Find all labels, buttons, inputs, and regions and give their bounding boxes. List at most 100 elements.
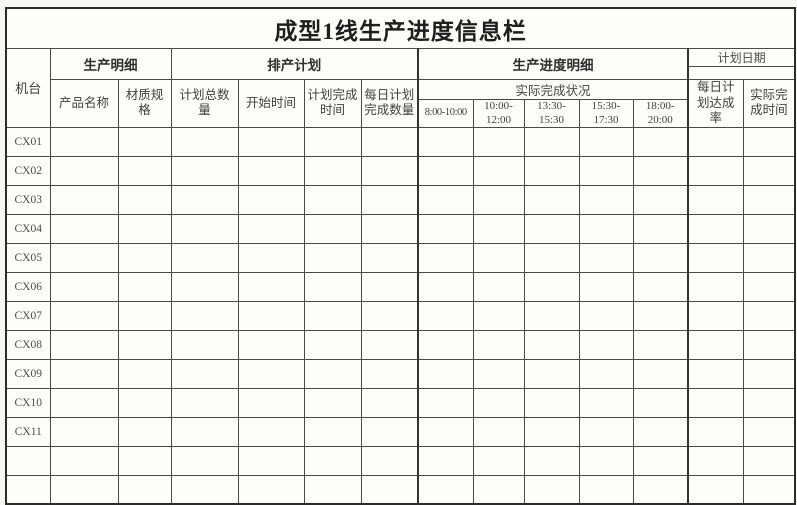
empty-cell [523, 329, 580, 360]
empty-cell [360, 416, 419, 447]
empty-cell [523, 271, 580, 302]
empty-cell [687, 271, 744, 302]
empty-cell [170, 387, 239, 418]
empty-cell [472, 445, 525, 476]
empty-cell [472, 387, 525, 418]
group-header-plan-date: 计划日期 [686, 48, 796, 67]
table-row: CX10 [5, 387, 796, 418]
col-header-timeslot-5: 18:00-20:00 [632, 99, 689, 128]
empty-cell [687, 329, 744, 360]
empty-cell [170, 329, 239, 360]
empty-cell [742, 329, 796, 360]
empty-cell [237, 271, 305, 302]
empty-cell [360, 242, 419, 273]
empty-cell [687, 358, 744, 389]
empty-cell [742, 474, 796, 505]
empty-cell [687, 184, 744, 215]
machine-label: CX05 [5, 242, 51, 273]
machine-label: CX06 [5, 271, 51, 302]
empty-cell [303, 242, 362, 273]
plan-date-empty-cell [686, 66, 796, 80]
empty-cell [523, 242, 580, 273]
empty-cell [578, 300, 634, 331]
empty-cell [117, 329, 172, 360]
empty-cell [632, 300, 689, 331]
empty-cell [360, 329, 419, 360]
empty-cell [742, 300, 796, 331]
empty-cell [303, 329, 362, 360]
empty-cell [578, 329, 634, 360]
empty-cell [578, 184, 634, 215]
empty-cell [417, 358, 474, 389]
empty-cell [578, 242, 634, 273]
table-row: CX01 [5, 126, 796, 157]
empty-cell [117, 155, 172, 186]
empty-cell [472, 126, 525, 157]
col-header-timeslot-4: 15:30-17:30 [578, 99, 634, 128]
empty-cell [237, 213, 305, 244]
empty-cell [523, 387, 580, 418]
empty-cell [360, 445, 419, 476]
empty-cell [170, 445, 239, 476]
empty-cell [237, 445, 305, 476]
production-progress-table: 成型1线生产进度信息栏 机台 生产明细 排产计划 生产进度明细 计划日期 产品名… [5, 7, 797, 505]
col-header-product-name: 产品名称 [49, 79, 119, 128]
empty-cell [687, 126, 744, 157]
empty-cell [237, 184, 305, 215]
empty-cell [49, 300, 119, 331]
machine-label: CX07 [5, 300, 51, 331]
empty-cell [360, 387, 419, 418]
empty-cell [117, 184, 172, 215]
machine-label: CX02 [5, 155, 51, 186]
empty-cell [170, 416, 239, 447]
empty-cell [360, 300, 419, 331]
empty-cell [742, 445, 796, 476]
col-header-timeslot-3: 13:30-15:30 [523, 99, 580, 128]
page-title: 成型1线生产进度信息栏 [5, 7, 796, 49]
col-header-daily-achievement-rate: 每日计划达成率 [687, 79, 744, 128]
empty-cell [237, 474, 305, 505]
empty-cell [303, 445, 362, 476]
empty-cell [523, 184, 580, 215]
empty-cell [49, 358, 119, 389]
empty-cell [360, 358, 419, 389]
empty-cell [117, 271, 172, 302]
col-header-actual-finish-time: 实际完成时间 [742, 79, 796, 128]
empty-cell [742, 271, 796, 302]
col-header-daily-planned-qty: 每日计划完成数量 [360, 79, 419, 128]
empty-cell [237, 300, 305, 331]
table-row: CX07 [5, 300, 796, 331]
empty-cell [632, 387, 689, 418]
empty-cell [472, 329, 525, 360]
empty-cell [742, 126, 796, 157]
empty-cell [742, 184, 796, 215]
empty-cell [472, 271, 525, 302]
empty-cell [360, 155, 419, 186]
empty-cell [360, 184, 419, 215]
empty-cell [117, 358, 172, 389]
table-row [5, 445, 796, 476]
empty-cell [303, 184, 362, 215]
col-header-planned-finish-time: 计划完成时间 [303, 79, 362, 128]
empty-cell [303, 416, 362, 447]
table-row [5, 474, 796, 505]
col-header-planned-total-qty: 计划总数量 [170, 79, 239, 128]
empty-cell [117, 416, 172, 447]
empty-cell [578, 358, 634, 389]
empty-cell [742, 242, 796, 273]
empty-cell [360, 271, 419, 302]
empty-cell [237, 358, 305, 389]
empty-cell [237, 329, 305, 360]
empty-cell [632, 329, 689, 360]
table-row: CX05 [5, 242, 796, 273]
empty-cell [578, 387, 634, 418]
empty-cell [472, 242, 525, 273]
empty-cell [472, 416, 525, 447]
empty-cell [49, 155, 119, 186]
empty-cell [417, 242, 474, 273]
empty-cell [578, 126, 634, 157]
group-header-scheduling-plan: 排产计划 [170, 48, 419, 80]
empty-cell [237, 387, 305, 418]
table-row: CX09 [5, 358, 796, 389]
empty-cell [632, 184, 689, 215]
